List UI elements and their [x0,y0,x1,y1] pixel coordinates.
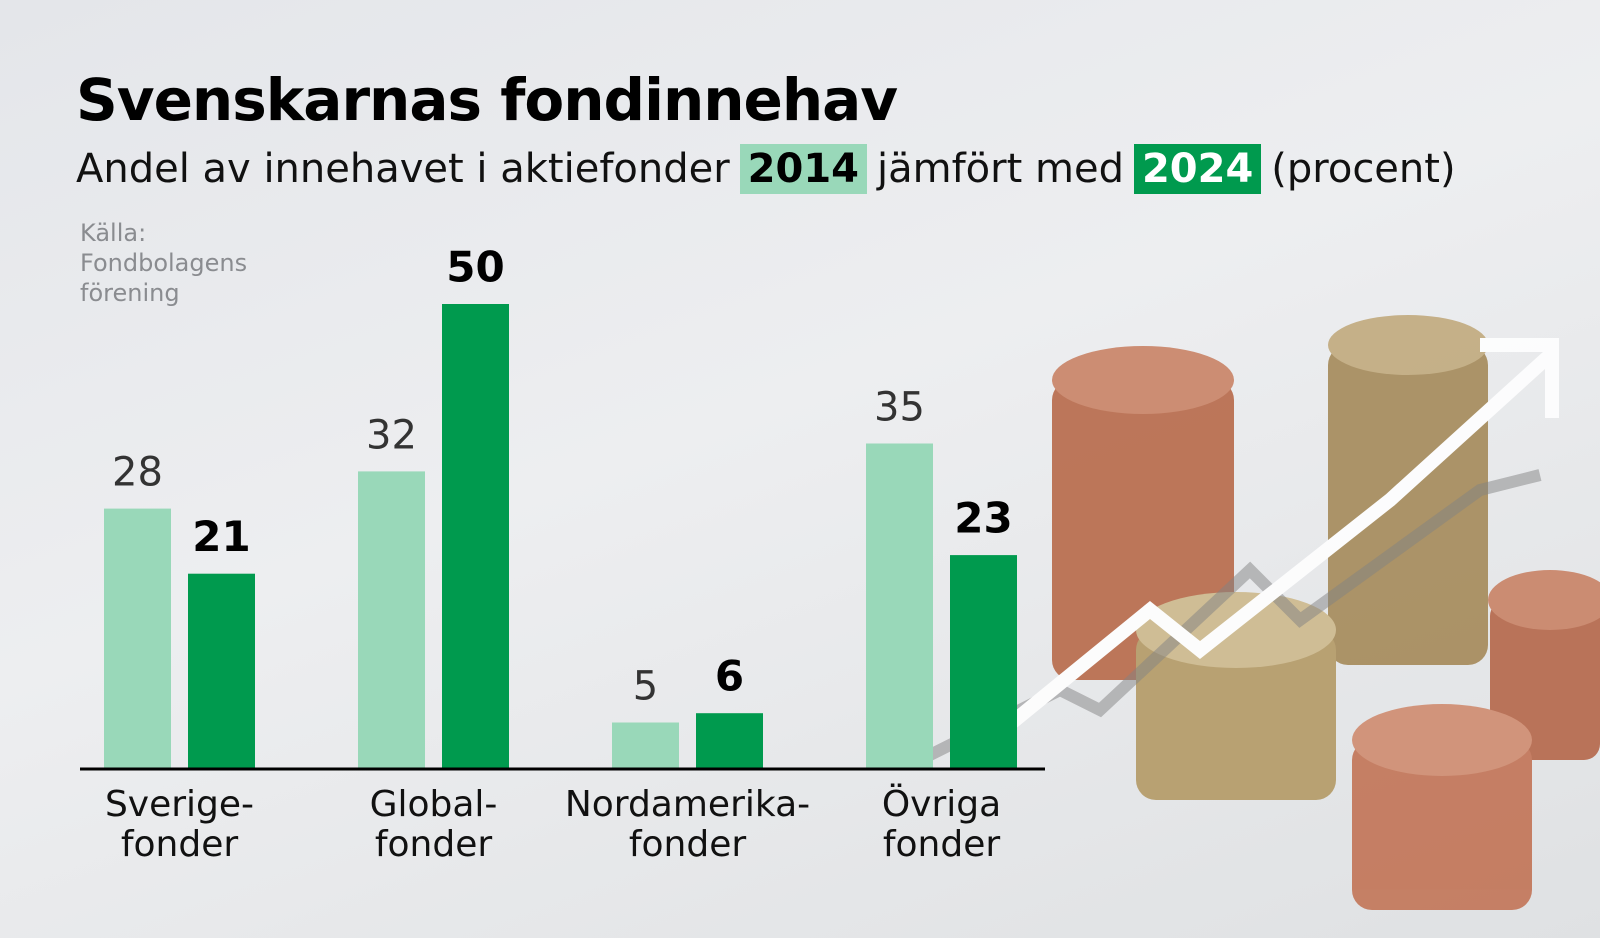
coins-decoration [907,315,1600,910]
x-tick-label: Övriga [882,783,1001,825]
x-tick-label: fonder [883,824,1001,865]
bar [612,722,679,769]
source-line: Källa: [80,219,147,247]
bar [104,508,171,769]
value-label: 5 [633,664,658,710]
chart-title: Svenskarnas fondinnehav [76,66,898,134]
subtitle-text: Andel av innehavet i aktiefonder [76,146,730,192]
bar [950,555,1017,769]
value-label: 6 [715,652,744,701]
x-tick-label: Nordamerika- [565,784,810,825]
value-label: 35 [874,385,925,431]
legend-entry: 2014 [739,144,867,194]
x-tick-label: fonder [121,824,239,865]
source: Källa: Fondbolagens förening [80,218,247,308]
source-line: förening [80,279,180,307]
value-label: 21 [192,512,250,561]
value-label: 23 [954,494,1012,543]
subtitle: Andel av innehavet i aktiefonder 2014 jä… [76,144,1456,194]
x-tick-label: fonder [375,824,493,865]
bar [696,713,763,769]
x-tick-label: fonder [629,824,747,865]
x-tick-label: Sverige- [105,784,254,825]
subtitle-text: jämfört med [877,146,1124,192]
bar [866,443,933,769]
bar [188,573,255,769]
value-label: 32 [366,412,417,458]
subtitle-text: (procent) [1271,146,1456,192]
value-label: 50 [446,243,504,292]
legend-entry: 2024 [1133,144,1262,194]
source-line: Fondbolagens [80,249,248,277]
bar [358,471,425,769]
bar [442,304,509,769]
value-label: 28 [112,450,163,496]
x-tick-label: Global- [370,784,498,825]
